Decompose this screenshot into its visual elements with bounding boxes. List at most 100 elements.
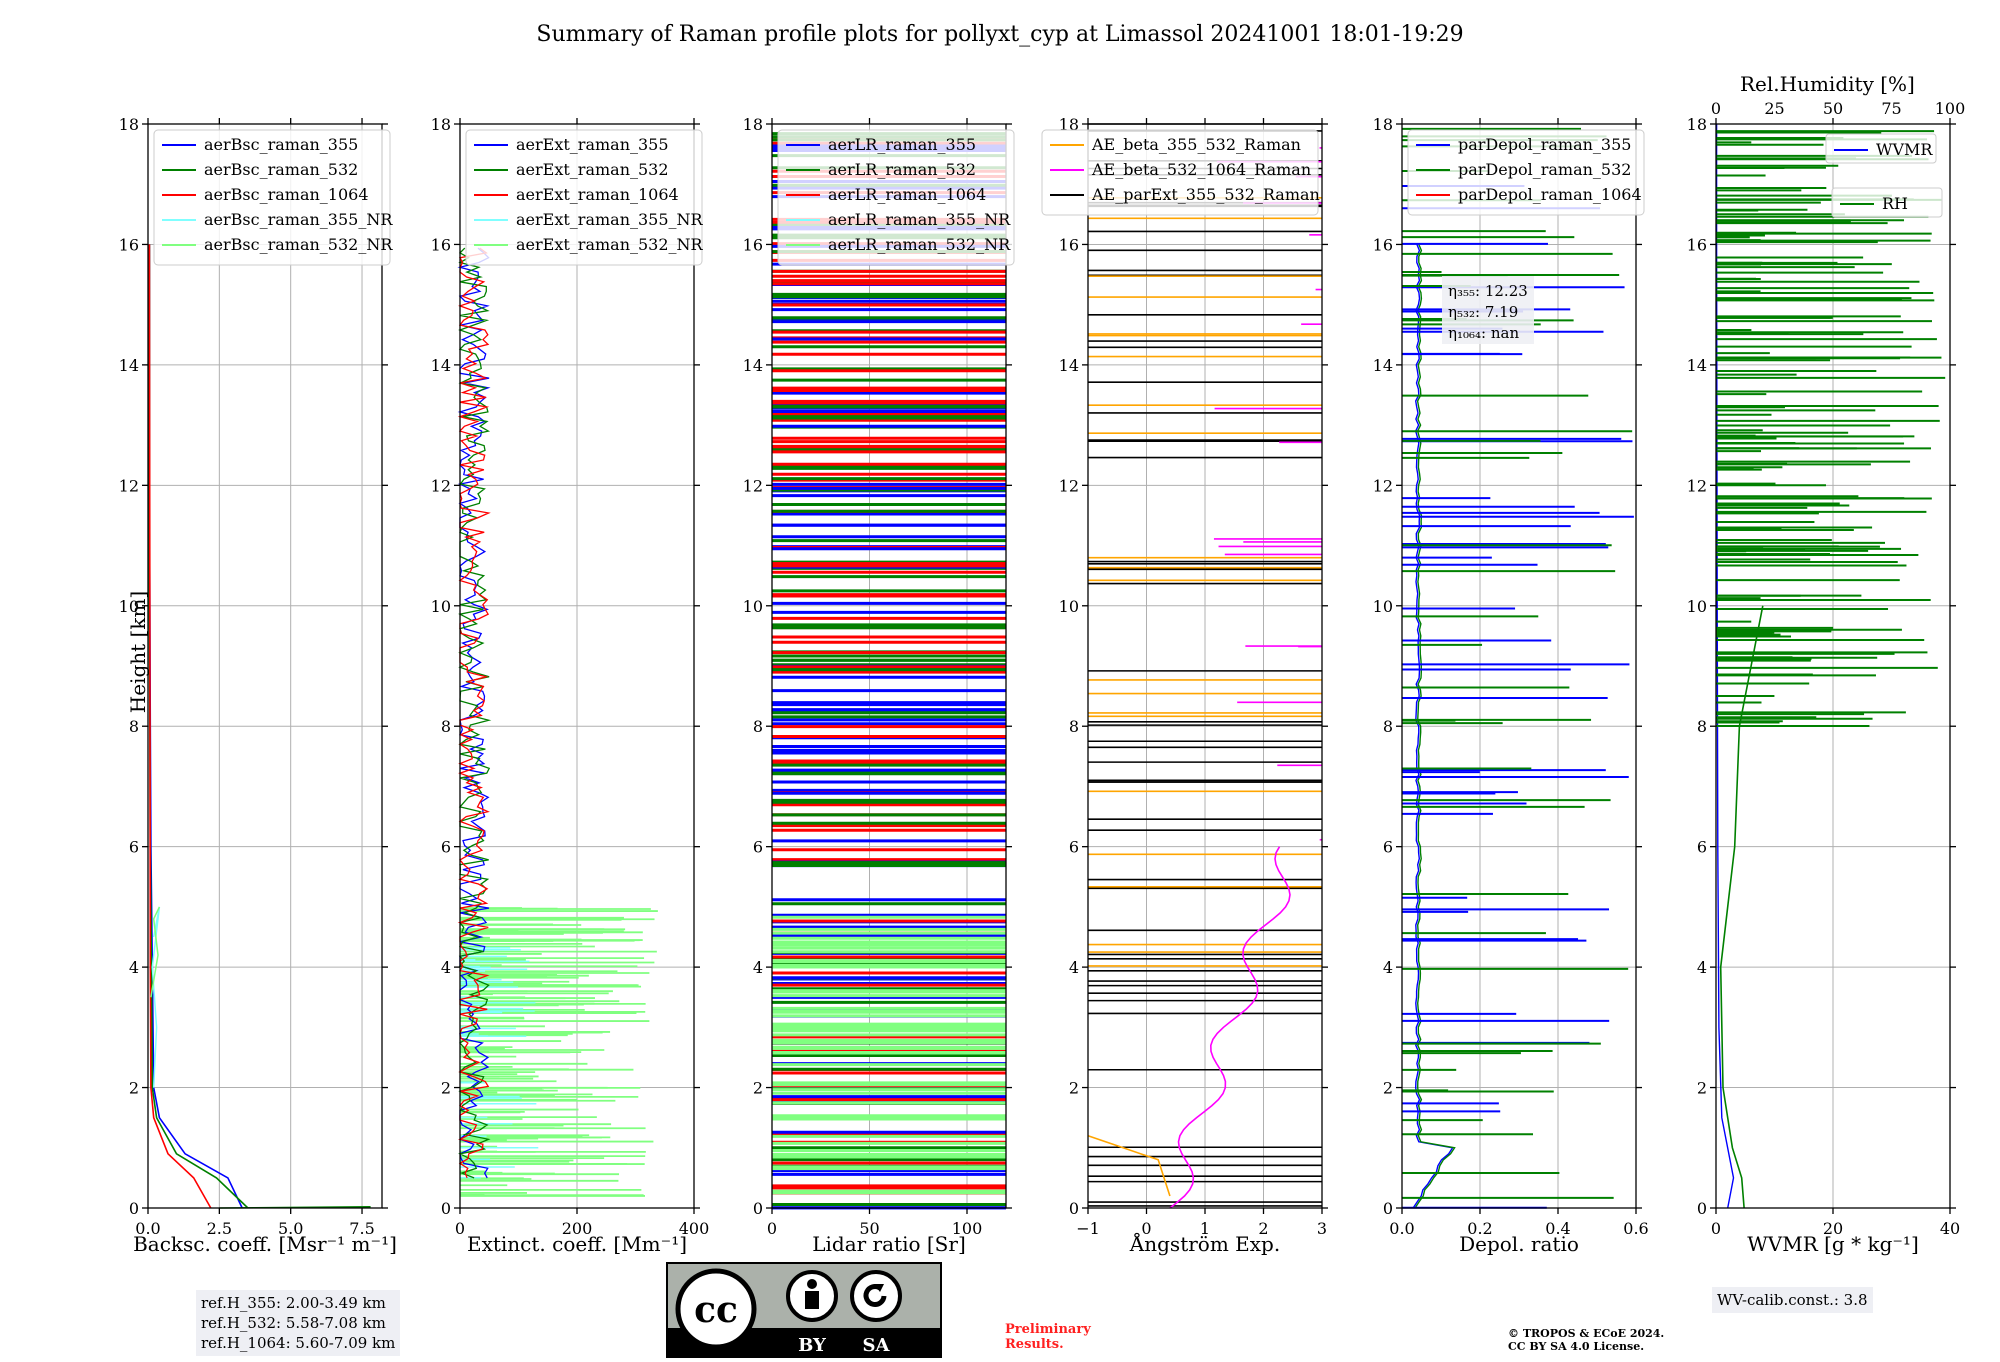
x-tick-label: 0.0 [1389,1219,1414,1238]
cc-license-badge: cc BY SA [666,1262,942,1358]
traces-bsc [148,244,371,1209]
legend-label: parDepol_raman_1064 [1458,185,1642,204]
y-tick-label: 2 [441,1079,451,1098]
x-axis-label-bsc: Backsc. coeff. [Msr⁻¹ m⁻¹] [133,1232,397,1256]
x-tick-label: 0.4 [1545,1219,1570,1238]
chart-title: Summary of Raman profile plots for polly… [536,22,1464,47]
y-tick-label: 14 [1687,356,1707,375]
x-axis-label-ae: Ångström Exp. [1129,1232,1281,1256]
x-axis-label-ext: Extinct. coeff. [Mm⁻¹] [466,1232,688,1256]
y-tick-label: 10 [1373,597,1393,616]
y-tick-label: 4 [441,958,451,977]
rh-tick-label: 75 [1881,99,1901,118]
x-tick-label: 20 [1823,1219,1843,1238]
y-tick-label: 4 [753,958,763,977]
y-tick-label: 4 [1383,958,1393,977]
legend-label: aerBsc_raman_532 [204,160,358,179]
y-tick-label: 0 [1383,1199,1393,1218]
y-tick-label: 16 [743,235,763,254]
series-aerBsc_raman_1064 [148,244,212,1209]
legend-label: aerExt_raman_355 [516,135,669,154]
x-tick-label: −1 [1076,1219,1100,1238]
x-tick-label: 0.6 [1623,1219,1648,1238]
y-tick-label: 2 [1383,1079,1393,1098]
ref-1064: ref.H_1064: 5.60-7.09 km [201,1334,396,1352]
x-axis-label-dep: Depol. ratio [1459,1232,1579,1256]
copyright-note: © TROPOS & ECoE 2024. CC BY SA 4.0 Licen… [1508,1327,1664,1353]
y-tick-label: 14 [743,356,763,375]
y-tick-label: 6 [129,838,139,857]
y-tick-label: 12 [119,476,139,495]
legend-label: AE_parExt_355_532_Raman [1091,185,1320,204]
rh-tick-label: 25 [1764,99,1784,118]
y-tick-label: 14 [119,356,139,375]
series-WVMR [1715,124,1735,1209]
y-tick-label: 8 [1697,717,1707,736]
y-tick-label: 6 [441,838,451,857]
traces-ext [457,247,658,1197]
y-tick-label: 0 [1069,1199,1079,1218]
legend-label: WVMR [1876,140,1933,159]
legend-label: aerExt_raman_355_NR [516,210,704,229]
y-tick-label: 10 [431,597,451,616]
x-axis-label-wv: WVMR [g * kg⁻¹] [1747,1232,1919,1256]
y-tick-label: 6 [1069,838,1079,857]
y-tick-label: 10 [1687,597,1707,616]
y-tick-label: 12 [1687,476,1707,495]
y-tick-label: 0 [753,1199,763,1218]
series-aerBsc_raman_355_NR [151,906,161,1088]
rh-axis-title: Rel.Humidity [%] [1740,72,1915,96]
y-tick-label: 18 [1059,115,1079,134]
preliminary-note: Preliminary Results. [1005,1322,1091,1352]
y-tick-label: 16 [431,235,451,254]
legend-label: aerLR_raman_1064 [828,185,986,204]
ref-532: ref.H_532: 5.58-7.08 km [201,1314,386,1332]
cc-by-text: BY [798,1335,827,1356]
legend-label: AE_beta_532_1064_Raman [1091,160,1311,179]
y-tick-label: 2 [1069,1079,1079,1098]
y-tick-label: 2 [129,1079,139,1098]
x-tick-label: 40 [1940,1219,1960,1238]
y-tick-label: 6 [1697,838,1707,857]
y-tick-label: 12 [1373,476,1393,495]
y-tick-label: 16 [119,235,139,254]
x-tick-label: 0 [1141,1219,1151,1238]
y-tick-label: 10 [1059,597,1079,616]
rh-tick-label: 50 [1823,99,1843,118]
depol-532 [1414,244,1456,1209]
eta-label: η₃₅₅: 12.23 [1448,282,1528,300]
ref-height-box: ref.H_355: 2.00-3.49 km ref.H_532: 5.58-… [196,1290,401,1356]
legend-label: aerLR_raman_532 [828,160,976,179]
x-tick-label: 0 [767,1219,777,1238]
ext-trace [458,247,492,1179]
y-tick-label: 18 [119,115,139,134]
legend-label: aerBsc_raman_532_NR [204,235,393,254]
ae-532-1064-curve [1169,846,1291,1209]
prelim-line1: Preliminary [1005,1322,1091,1337]
wv-calib-box: WV-calib.const.: 3.8 [1712,1287,1873,1313]
y-tick-label: 16 [1373,235,1393,254]
x-tick-label: 7.5 [349,1219,374,1238]
x-tick-label: 400 [679,1219,710,1238]
legend-label: aerBsc_raman_355_NR [204,210,393,229]
legend-label: aerBsc_raman_1064 [204,185,369,204]
copyright-line1: © TROPOS & ECoE 2024. [1508,1327,1665,1340]
y-tick-label: 18 [743,115,763,134]
legend-label: aerBsc_raman_355 [204,135,358,154]
x-tick-label: 50 [859,1219,879,1238]
legend-label: aerExt_raman_532 [516,160,669,179]
legend-label: aerLR_raman_355 [828,135,976,154]
x-tick-label: 2 [1258,1219,1268,1238]
legend-label: aerLR_raman_532_NR [828,235,1011,254]
eta-label: η₅₃₂: 7.19 [1448,303,1518,321]
legend-label: parDepol_raman_355 [1458,135,1631,154]
x-tick-label: 0.0 [135,1219,160,1238]
x-tick-label: 2.5 [207,1219,232,1238]
prelim-line2: Results. [1005,1337,1064,1352]
y-tick-label: 12 [431,476,451,495]
rh-tick-label: 0 [1711,99,1721,118]
